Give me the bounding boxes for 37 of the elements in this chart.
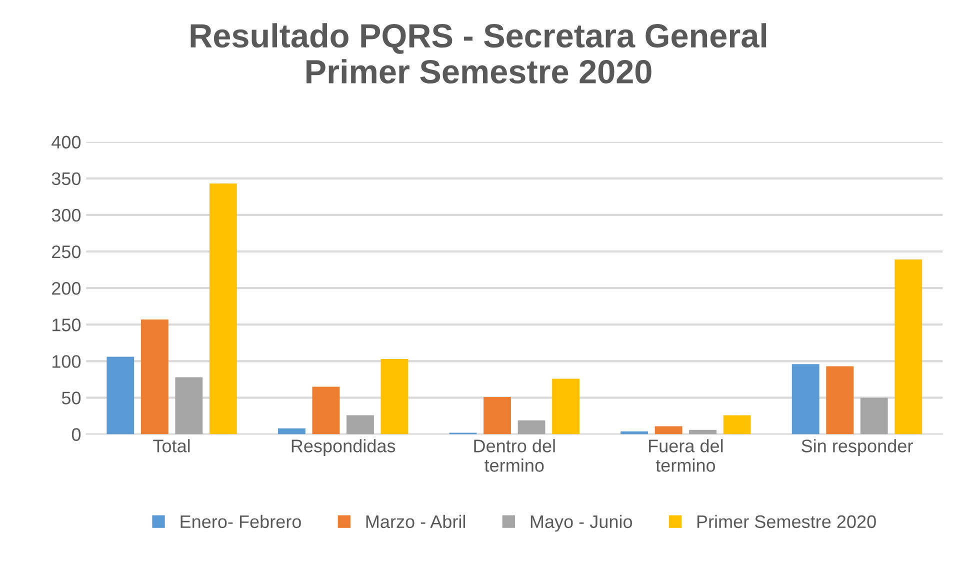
bar [380,358,408,434]
chart-title: Resultado PQRS - Secretara General Primer Semestre 2020 [190,23,766,84]
x-tick-label: Dentro del termino [474,439,555,472]
legend-label: Marzo - Abril [366,514,466,528]
bar [689,430,717,434]
y-tick-label: 0 [72,428,81,441]
x-tick-label: Respondidas [292,439,396,456]
y-tick-label: 300 [52,208,81,222]
y-tick-label: 100 [52,355,81,368]
bar [312,386,340,434]
x-tick-label: Total [153,439,190,452]
bar [140,319,168,434]
bar [723,415,751,434]
bar [209,184,237,434]
y-tick-label: 350 [52,172,81,186]
legend-label: Mayo - Junio [530,514,632,532]
legend-label: Primer Semestre 2020 [697,514,876,528]
bar [654,426,682,434]
bar [346,415,374,434]
bar [106,356,134,434]
bar [552,378,580,434]
y-tick-label: 250 [52,245,81,258]
y-tick-label: 150 [52,318,81,332]
bar [894,260,922,434]
x-tick-label: Sin responder [802,439,913,456]
y-tick-label: 50 [62,392,81,404]
bar [484,396,511,434]
bar [792,364,820,434]
bar [175,377,203,434]
bar [518,420,546,434]
x-tick-label: Fuera del termino [649,439,723,472]
bar [278,428,306,434]
y-tick-label: 200 [52,282,81,295]
bar [860,398,888,434]
bar [826,366,854,434]
y-tick-label: 400 [52,136,81,149]
legend-label: Enero- Febrero [180,514,301,528]
